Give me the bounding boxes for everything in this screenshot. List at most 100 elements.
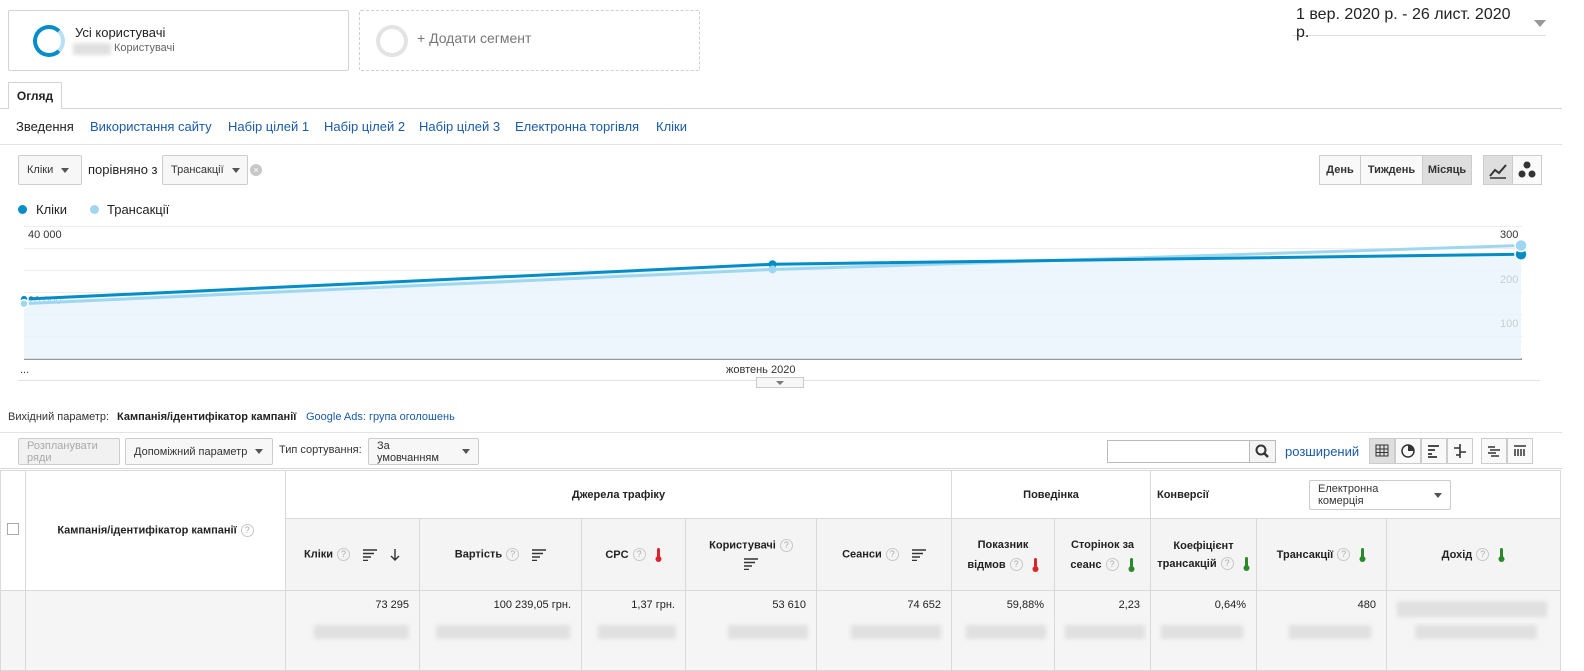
redacted-subtext: [1289, 625, 1371, 639]
subnav-divider: [0, 144, 1562, 145]
term-cloud-view-button[interactable]: [1481, 438, 1507, 464]
col-cpc[interactable]: CPC?: [581, 518, 686, 591]
bubble-chart-icon: [1518, 161, 1536, 178]
redacted-subtext: [1415, 625, 1537, 639]
performance-view-button[interactable]: [1421, 438, 1447, 464]
search-button[interactable]: [1249, 440, 1276, 463]
col-sessions[interactable]: Сеанси?: [816, 518, 952, 591]
series-clicks-area: [24, 254, 1521, 359]
subnav-goal-set-3[interactable]: Набір цілей 3: [419, 119, 501, 134]
col-bounce-rate-label: Показник відмов: [967, 538, 1029, 571]
chart-collapse-handle[interactable]: [756, 377, 804, 388]
total-bounce-rate: 59,88%: [951, 590, 1055, 671]
point-transactions-1[interactable]: [768, 265, 777, 274]
segment-name: Усі користувачі: [75, 25, 166, 40]
date-range-picker[interactable]: 1 вер. 2020 р. - 26 лист. 2020 р.: [1292, 6, 1546, 41]
subnav-ecommerce[interactable]: Електронна торгівля: [515, 119, 640, 134]
chevron-down-icon: [462, 449, 470, 454]
chevron-down-icon: [255, 449, 264, 454]
pie-chart-icon: [1401, 444, 1415, 458]
add-segment-label: + Додати сегмент: [417, 30, 532, 46]
subnav-clicks[interactable]: Кліки: [656, 119, 687, 134]
subnav-site-usage[interactable]: Використання сайту: [90, 119, 212, 134]
conversion-type-select[interactable]: Електронна комерція: [1309, 480, 1451, 510]
group-behavior-label: Поведінка: [1023, 488, 1079, 501]
subnav-summary[interactable]: Зведення: [16, 119, 74, 134]
dimension-header[interactable]: Кампанія/ідентифікатор кампанії?: [25, 470, 286, 591]
plot-rows-button[interactable]: Розпланувати ряди: [18, 438, 120, 465]
col-pages-per-session-label: Сторінок за сеанс: [1070, 538, 1135, 571]
pie-view-button[interactable]: [1395, 438, 1421, 464]
primary-dimension-label: Вихідний параметр:: [8, 411, 110, 423]
totals-row: 73 295 100 239,05 грн. 1,37 грн. 53 610 …: [0, 590, 1561, 671]
col-users[interactable]: Користувачі?: [685, 518, 817, 591]
total-bounce-rate-value: 59,88%: [1006, 599, 1044, 611]
redacted-revenue: [1397, 601, 1547, 617]
point-transactions-2[interactable]: [1514, 238, 1528, 253]
secondary-metric-select[interactable]: Трансакції: [162, 155, 248, 185]
group-acquisition-label: Джерела трафіку: [571, 488, 666, 501]
select-all-checkbox[interactable]: [7, 523, 19, 535]
total-conversion-rate: 0,64%: [1150, 590, 1257, 671]
total-revenue: [1386, 590, 1561, 671]
primary-metric-label: Кліки: [27, 164, 54, 176]
group-behavior: Поведінка: [951, 470, 1151, 519]
total-sessions: 74 652: [816, 590, 952, 671]
line-chart-icon: [1489, 164, 1507, 179]
table-view-button[interactable]: [1369, 438, 1395, 464]
col-clicks[interactable]: Кліки?: [285, 518, 420, 591]
tab-overview[interactable]: Огляд: [8, 82, 62, 109]
secondary-metric-label: Трансакції: [171, 164, 224, 176]
period-day-button[interactable]: День: [1319, 155, 1361, 185]
col-transactions-label: Трансакції: [1276, 548, 1334, 561]
chart-gridline: [24, 226, 1522, 227]
thermometer-green-icon: [1243, 556, 1250, 571]
subnav-goal-set-1[interactable]: Набір цілей 1: [228, 119, 310, 134]
col-revenue[interactable]: Дохід?: [1386, 518, 1561, 591]
col-conversion-rate[interactable]: Коефіцієнт трансакцій?: [1150, 518, 1257, 591]
col-revenue-label: Дохід: [1441, 548, 1473, 561]
total-conversion-rate-value: 0,64%: [1214, 599, 1246, 611]
chevron-down-icon: [61, 167, 70, 173]
legend-transactions-label: Трансакції: [107, 202, 170, 217]
legend-transactions-dot: [90, 205, 99, 214]
col-pages-per-session[interactable]: Сторінок за сеанс?: [1054, 518, 1151, 591]
point-transactions-0[interactable]: [19, 298, 29, 309]
toolbar-divider: [0, 468, 1562, 469]
remove-compare-icon[interactable]: ×: [250, 164, 262, 176]
date-range-text: 1 вер. 2020 р. - 26 лист. 2020 р.: [1296, 5, 1511, 41]
primary-metric-select[interactable]: Кліки: [18, 155, 82, 185]
add-segment-button[interactable]: + Додати сегмент: [359, 10, 700, 71]
comparison-view-button[interactable]: [1447, 438, 1473, 464]
table-search-input[interactable]: [1107, 440, 1250, 463]
search-icon: [1255, 444, 1269, 458]
help-icon: ?: [885, 548, 899, 561]
sort-type-select[interactable]: За умовчанням: [368, 438, 479, 465]
col-cost[interactable]: Вартість?: [419, 518, 582, 591]
col-cost-label: Вартість: [454, 548, 503, 561]
col-conversion-rate-label: Коефіцієнт трансакцій: [1157, 539, 1234, 570]
thermometer-red-icon: [1032, 557, 1039, 572]
col-bounce-rate[interactable]: Показник відмов?: [951, 518, 1055, 591]
secondary-dimension-select[interactable]: Допоміжний параметр: [125, 438, 273, 465]
sort-type-value: За умовчанням: [377, 439, 439, 464]
total-cost: 100 239,05 грн.: [419, 590, 582, 671]
primary-dimension-adgroup[interactable]: Google Ads: група оголошень: [306, 411, 455, 423]
subnav-goal-set-2[interactable]: Набір цілей 2: [324, 119, 406, 134]
tick-left-40000: 40 000: [28, 229, 62, 241]
line-chart-view-button[interactable]: [1483, 155, 1513, 185]
redacted-subtext: [436, 625, 570, 639]
help-icon: ?: [240, 524, 254, 537]
period-week-button[interactable]: Тиждень: [1360, 155, 1423, 185]
segment-card[interactable]: Усі користувачі Користувачі: [8, 10, 349, 71]
chevron-down-icon: [231, 167, 240, 173]
segment-count-redacted: [73, 43, 111, 55]
col-transactions[interactable]: Трансакції?: [1256, 518, 1387, 591]
advanced-filter-link[interactable]: розширений: [1285, 444, 1360, 459]
redacted-subtext: [314, 625, 409, 639]
thermometer-green-icon: [1128, 557, 1135, 572]
col-clicks-label: Кліки: [304, 548, 334, 561]
period-month-button[interactable]: Місяць: [1422, 155, 1472, 185]
motion-chart-view-button[interactable]: [1512, 155, 1542, 185]
pivot-view-button[interactable]: [1507, 438, 1533, 464]
